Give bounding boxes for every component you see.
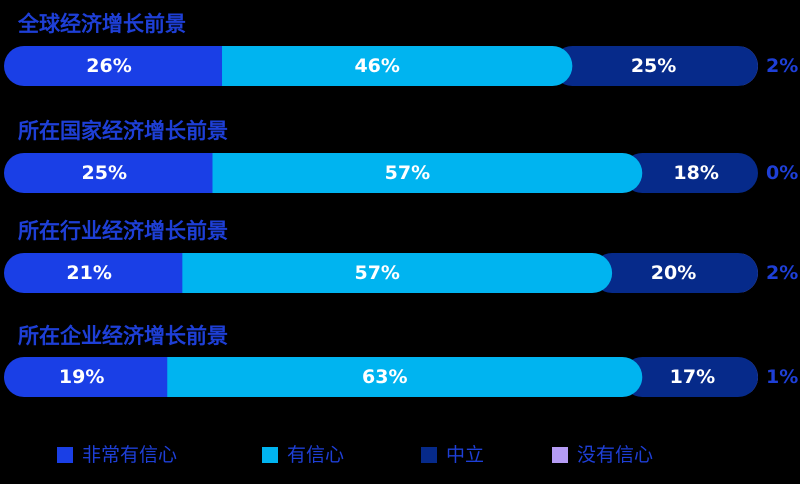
legend-item: 有信心 — [262, 444, 344, 466]
data-label: 57% — [354, 262, 399, 284]
bar-row-title: 所在国家经济增长前景 — [18, 119, 228, 143]
bar-row-title: 全球经济增长前景 — [17, 12, 186, 36]
bar-row: 所在企业经济增长前景 19% 63% 17% 1% — [4, 324, 798, 397]
bar-segment-confident — [147, 357, 643, 397]
bar-segment-confident — [202, 46, 573, 86]
legend-label: 没有信心 — [577, 444, 653, 466]
data-label-outside: 2% — [766, 55, 798, 77]
bar-segment-very-confident — [4, 46, 223, 86]
data-label: 63% — [362, 366, 407, 388]
data-label: 26% — [86, 55, 131, 77]
data-label-outside: 1% — [766, 366, 798, 388]
bar-segments — [4, 253, 758, 293]
legend-swatch — [552, 447, 568, 463]
bar-segment-neutral — [622, 153, 758, 193]
legend-swatch — [421, 447, 437, 463]
bar-segment-neutral — [552, 46, 758, 86]
bar-row-title: 所在企业经济增长前景 — [18, 324, 228, 348]
data-label: 19% — [59, 366, 104, 388]
bar-row: 所在国家经济增长前景 25% 57% 18% 0% — [4, 119, 798, 193]
data-label: 25% — [631, 55, 676, 77]
data-label: 21% — [66, 262, 111, 284]
bar-segments — [4, 153, 758, 193]
data-label: 20% — [651, 262, 696, 284]
data-label: 18% — [673, 162, 718, 184]
bar-segment-confident — [192, 153, 643, 193]
legend-item: 没有信心 — [552, 444, 653, 466]
bar-segment-neutral — [592, 253, 758, 293]
legend-swatch — [57, 447, 73, 463]
data-label: 57% — [385, 162, 430, 184]
data-label: 46% — [354, 55, 399, 77]
legend-item: 中立 — [421, 444, 484, 466]
data-label: 17% — [670, 366, 715, 388]
legend-label: 非常有信心 — [82, 444, 177, 466]
bar-segments — [4, 357, 758, 397]
legend-label: 中立 — [446, 444, 484, 466]
bar-segment-very-confident — [4, 357, 168, 397]
bar-segment-very-confident — [4, 253, 183, 293]
legend-item: 非常有信心 — [57, 444, 177, 466]
bar-segment-very-confident — [4, 153, 213, 193]
bar-segment-neutral — [622, 357, 758, 397]
bar-row: 全球经济增长前景 26% 46% 25% 2% — [4, 12, 798, 86]
data-label: 25% — [82, 162, 127, 184]
bar-segment-confident — [162, 253, 613, 293]
data-label-outside: 2% — [766, 262, 798, 284]
legend: 非常有信心 有信心 中立 没有信心 — [57, 444, 653, 466]
bar-row-title: 所在行业经济增长前景 — [18, 219, 228, 243]
data-label-outside: 0% — [766, 162, 798, 184]
bar-row: 所在行业经济增长前景 21% 57% 20% 2% — [4, 219, 798, 293]
legend-label: 有信心 — [287, 444, 344, 466]
bar-segments — [4, 46, 758, 86]
legend-swatch — [262, 447, 278, 463]
